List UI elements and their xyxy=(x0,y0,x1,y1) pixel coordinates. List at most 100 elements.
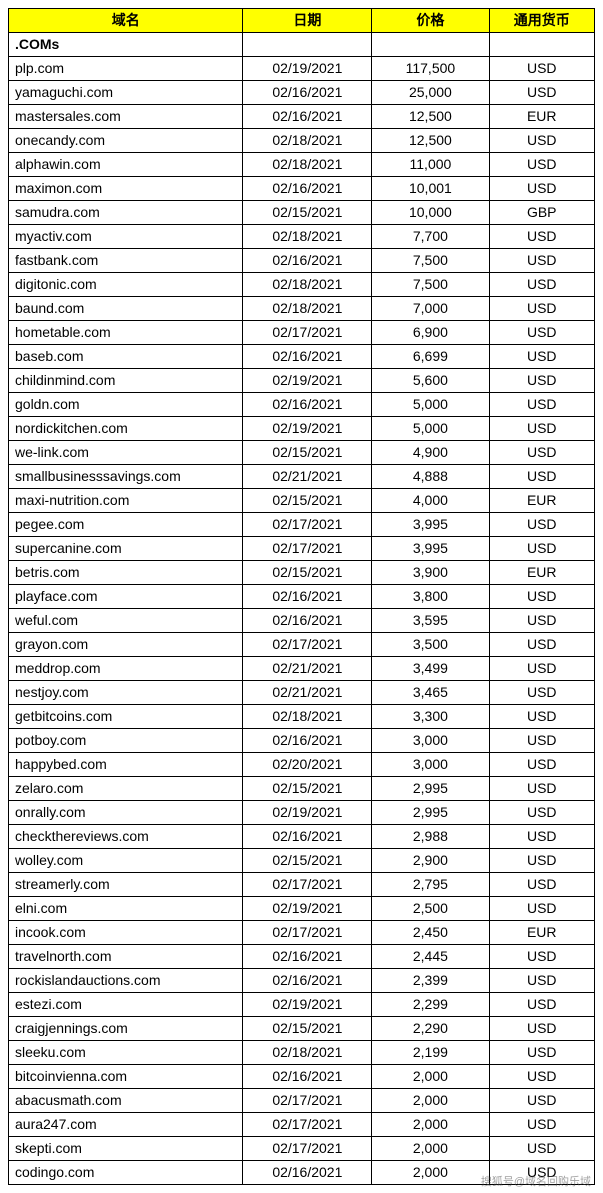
cell-price: 11,000 xyxy=(372,153,489,177)
cell-domain: onecandy.com xyxy=(9,129,243,153)
cell-price: 2,399 xyxy=(372,969,489,993)
cell-price: 3,595 xyxy=(372,609,489,633)
table-row: samudra.com02/15/202110,000GBP xyxy=(9,201,595,225)
cell-domain: grayon.com xyxy=(9,633,243,657)
cell-domain: sleeku.com xyxy=(9,1041,243,1065)
cell-currency: USD xyxy=(489,465,595,489)
table-row: streamerly.com02/17/20212,795USD xyxy=(9,873,595,897)
cell-price: 2,199 xyxy=(372,1041,489,1065)
cell-price: 117,500 xyxy=(372,57,489,81)
table-row: potboy.com02/16/20213,000USD xyxy=(9,729,595,753)
table-row: yamaguchi.com02/16/202125,000USD xyxy=(9,81,595,105)
header-currency: 通用货币 xyxy=(489,9,595,33)
cell-domain: incook.com xyxy=(9,921,243,945)
cell-currency: USD xyxy=(489,249,595,273)
table-row: checkthereviews.com02/16/20212,988USD xyxy=(9,825,595,849)
cell-currency: USD xyxy=(489,993,595,1017)
cell-date: 02/16/2021 xyxy=(243,1161,372,1185)
table-row: betris.com02/15/20213,900EUR xyxy=(9,561,595,585)
cell-currency: USD xyxy=(489,417,595,441)
cell-date: 02/19/2021 xyxy=(243,417,372,441)
cell-domain: estezi.com xyxy=(9,993,243,1017)
cell-domain: abacusmath.com xyxy=(9,1089,243,1113)
cell-domain: hometable.com xyxy=(9,321,243,345)
table-row: travelnorth.com02/16/20212,445USD xyxy=(9,945,595,969)
cell-price: 12,500 xyxy=(372,129,489,153)
cell-currency: USD xyxy=(489,849,595,873)
cell-date: 02/16/2021 xyxy=(243,729,372,753)
cell-date: 02/16/2021 xyxy=(243,825,372,849)
cell-domain: meddrop.com xyxy=(9,657,243,681)
cell-currency: USD xyxy=(489,729,595,753)
cell-date: 02/16/2021 xyxy=(243,1065,372,1089)
cell-currency: EUR xyxy=(489,561,595,585)
cell-currency: USD xyxy=(489,177,595,201)
cell-domain: maxi-nutrition.com xyxy=(9,489,243,513)
cell-currency: USD xyxy=(489,897,595,921)
domain-sales-table: 域名 日期 价格 通用货币 .COMs plp.com02/19/2021117… xyxy=(8,8,595,1185)
cell-date: 02/16/2021 xyxy=(243,177,372,201)
table-row: codingo.com02/16/20212,000USD xyxy=(9,1161,595,1185)
cell-date: 02/18/2021 xyxy=(243,705,372,729)
table-row: weful.com02/16/20213,595USD xyxy=(9,609,595,633)
cell-date: 02/18/2021 xyxy=(243,297,372,321)
cell-domain: goldn.com xyxy=(9,393,243,417)
cell-date: 02/17/2021 xyxy=(243,1137,372,1161)
cell-price: 5,600 xyxy=(372,369,489,393)
table-row: childinmind.com02/19/20215,600USD xyxy=(9,369,595,393)
cell-date: 02/19/2021 xyxy=(243,369,372,393)
cell-date: 02/16/2021 xyxy=(243,345,372,369)
table-row: nordickitchen.com02/19/20215,000USD xyxy=(9,417,595,441)
cell-price: 2,000 xyxy=(372,1137,489,1161)
cell-price: 2,795 xyxy=(372,873,489,897)
cell-date: 02/17/2021 xyxy=(243,921,372,945)
table-row: sleeku.com02/18/20212,199USD xyxy=(9,1041,595,1065)
cell-domain: nordickitchen.com xyxy=(9,417,243,441)
cell-price: 7,000 xyxy=(372,297,489,321)
cell-domain: skepti.com xyxy=(9,1137,243,1161)
cell-price: 7,700 xyxy=(372,225,489,249)
cell-price: 4,888 xyxy=(372,465,489,489)
table-row: alphawin.com02/18/202111,000USD xyxy=(9,153,595,177)
cell-price: 3,465 xyxy=(372,681,489,705)
table-row: supercanine.com02/17/20213,995USD xyxy=(9,537,595,561)
cell-price: 2,000 xyxy=(372,1113,489,1137)
cell-date: 02/18/2021 xyxy=(243,273,372,297)
cell-price: 2,000 xyxy=(372,1089,489,1113)
cell-price: 7,500 xyxy=(372,273,489,297)
cell-domain: travelnorth.com xyxy=(9,945,243,969)
cell-price: 2,445 xyxy=(372,945,489,969)
cell-currency: USD xyxy=(489,273,595,297)
cell-date: 02/15/2021 xyxy=(243,777,372,801)
cell-price: 3,995 xyxy=(372,513,489,537)
cell-date: 02/21/2021 xyxy=(243,657,372,681)
cell-date: 02/15/2021 xyxy=(243,1017,372,1041)
cell-currency: USD xyxy=(489,57,595,81)
cell-domain: elni.com xyxy=(9,897,243,921)
cell-domain: codingo.com xyxy=(9,1161,243,1185)
cell-currency: USD xyxy=(489,657,595,681)
cell-price: 3,000 xyxy=(372,729,489,753)
table-row: abacusmath.com02/17/20212,000USD xyxy=(9,1089,595,1113)
cell-currency: EUR xyxy=(489,105,595,129)
cell-domain: playface.com xyxy=(9,585,243,609)
cell-price: 2,995 xyxy=(372,801,489,825)
table-row: meddrop.com02/21/20213,499USD xyxy=(9,657,595,681)
cell-domain: weful.com xyxy=(9,609,243,633)
cell-domain: pegee.com xyxy=(9,513,243,537)
cell-price: 2,299 xyxy=(372,993,489,1017)
cell-price: 2,500 xyxy=(372,897,489,921)
cell-currency: USD xyxy=(489,873,595,897)
cell-date: 02/17/2021 xyxy=(243,633,372,657)
cell-domain: checkthereviews.com xyxy=(9,825,243,849)
cell-currency: USD xyxy=(489,1113,595,1137)
cell-currency: USD xyxy=(489,345,595,369)
table-header: 域名 日期 价格 通用货币 xyxy=(9,9,595,33)
cell-date: 02/15/2021 xyxy=(243,561,372,585)
cell-date: 02/16/2021 xyxy=(243,81,372,105)
cell-domain: alphawin.com xyxy=(9,153,243,177)
cell-currency: USD xyxy=(489,1017,595,1041)
cell-date: 02/17/2021 xyxy=(243,873,372,897)
cell-domain: onrally.com xyxy=(9,801,243,825)
cell-domain: potboy.com xyxy=(9,729,243,753)
